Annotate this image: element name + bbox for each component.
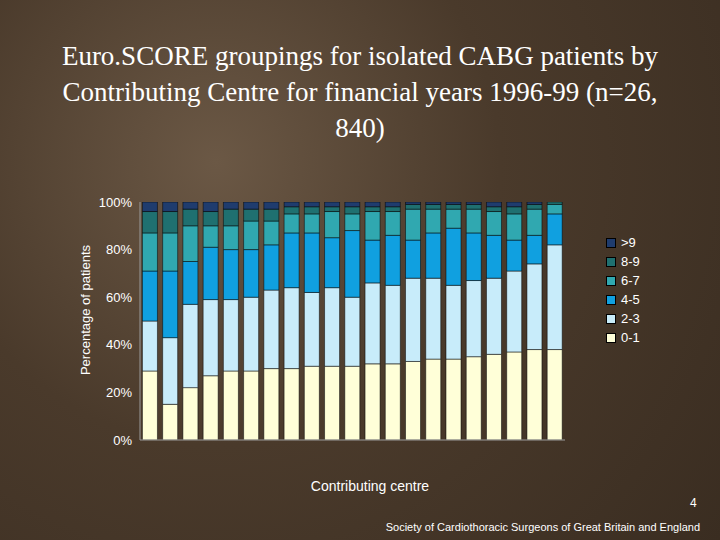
html-text:Contributing centre: Contributing centre (310, 478, 430, 494)
html-text:4: 4 (690, 496, 697, 510)
svg-text:40%: 40% (106, 337, 132, 352)
html-text:Percentage of patients: Percentage of patients (77, 245, 93, 375)
html-text:0-1: 0-1 (621, 330, 640, 345)
svg-text:80%: 80% (106, 242, 132, 257)
html-text:>9: >9 (621, 235, 636, 250)
html-text:Euro.SCORE groupings for isola: Euro.SCORE groupings for isolated CABG p… (61, 41, 659, 143)
svg-text:0%: 0% (113, 433, 132, 448)
svg-text:100%: 100% (99, 195, 133, 210)
html-text:6-7: 6-7 (621, 273, 640, 288)
html-text:Society of Cardiothoracic Surg: Society of Cardiothoracic Surgeons of Gr… (385, 521, 700, 533)
svg-text:20%: 20% (106, 385, 132, 400)
svg-text:60%: 60% (106, 290, 132, 305)
html-text:8-9: 8-9 (621, 254, 640, 269)
html-text:2-3: 2-3 (621, 311, 640, 326)
html-text:4-5: 4-5 (621, 292, 640, 307)
